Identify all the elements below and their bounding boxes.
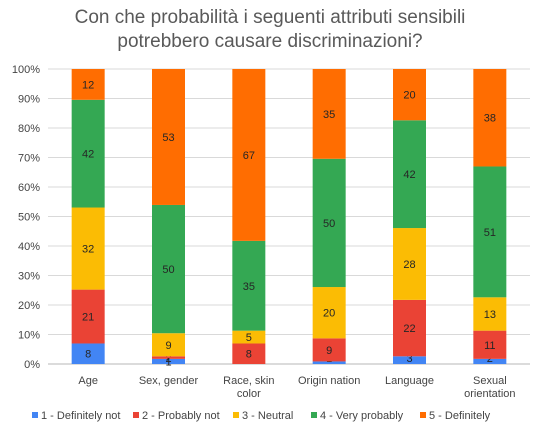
data-label-4-4: 50 — [323, 218, 335, 230]
data-label-5-5: 20 — [403, 90, 415, 102]
y-tick-label-30pct: 30% — [18, 271, 40, 283]
x-category-label-1: Age — [78, 375, 98, 387]
data-label-2-2: 1 — [165, 357, 171, 369]
legend-swatch-3 — [233, 412, 239, 418]
x-category-label-4: Origin nation — [298, 375, 360, 387]
x-category-label-6-line-2: orientation — [464, 388, 515, 400]
data-label-1-3: 32 — [82, 244, 94, 256]
data-label-4-2: 9 — [326, 345, 332, 357]
data-label-5-4: 42 — [403, 169, 415, 181]
data-label-5-3: 28 — [403, 259, 415, 271]
data-label-4-5: 35 — [323, 109, 335, 121]
y-tick-label-0pct: 0% — [24, 359, 40, 371]
data-label-1-5: 12 — [82, 79, 94, 91]
y-tick-label-20pct: 20% — [18, 300, 40, 312]
legend-label-5: 5 - Definitely — [429, 410, 491, 422]
x-category-label-3-line-2: color — [237, 388, 261, 400]
legend-swatch-5 — [420, 412, 426, 418]
y-tick-label-40pct: 40% — [18, 241, 40, 253]
legend-label-2: 2 - Probably not — [142, 410, 220, 422]
data-label-1-2: 21 — [82, 312, 94, 324]
y-tick-label-70pct: 70% — [18, 153, 40, 165]
y-tick-label-10pct: 10% — [18, 330, 40, 342]
y-tick-label-60pct: 60% — [18, 182, 40, 194]
legend-label-1: 1 - Definitely not — [41, 410, 120, 422]
data-label-6-4: 51 — [484, 227, 496, 239]
x-category-label-2: Sex, gender — [139, 375, 199, 387]
x-category-label-5: Language — [385, 375, 434, 387]
data-label-4-3: 20 — [323, 308, 335, 320]
legend-swatch-2 — [133, 412, 139, 418]
y-tick-label-50pct: 50% — [18, 212, 40, 224]
legend-swatch-4 — [311, 412, 317, 418]
legend-label-4: 4 - Very probably — [320, 410, 404, 422]
x-category-label-3-line-1: Race, skin — [223, 375, 274, 387]
y-tick-label-80pct: 80% — [18, 123, 40, 135]
data-label-3-2: 8 — [246, 349, 252, 361]
data-label-3-3: 5 — [246, 332, 252, 344]
y-tick-label-100pct: 100% — [12, 64, 40, 76]
x-category-label-6-line-1: Sexual — [473, 375, 507, 387]
y-tick-label-90pct: 90% — [18, 94, 40, 106]
data-label-5-2: 22 — [403, 323, 415, 335]
data-label-3-4: 35 — [243, 281, 255, 293]
data-label-2-5: 53 — [162, 132, 174, 144]
data-label-6-3: 13 — [484, 309, 496, 321]
data-label-1-1: 8 — [85, 349, 91, 361]
legend-label-3: 3 - Neutral — [242, 410, 293, 422]
data-label-1-4: 42 — [82, 149, 94, 161]
legend-swatch-1 — [32, 412, 38, 418]
data-label-6-2: 11 — [484, 340, 495, 352]
data-label-2-4: 50 — [162, 264, 174, 276]
data-label-2-3: 9 — [165, 340, 171, 352]
data-label-6-5: 38 — [484, 113, 496, 125]
data-label-3-5: 67 — [243, 150, 255, 162]
